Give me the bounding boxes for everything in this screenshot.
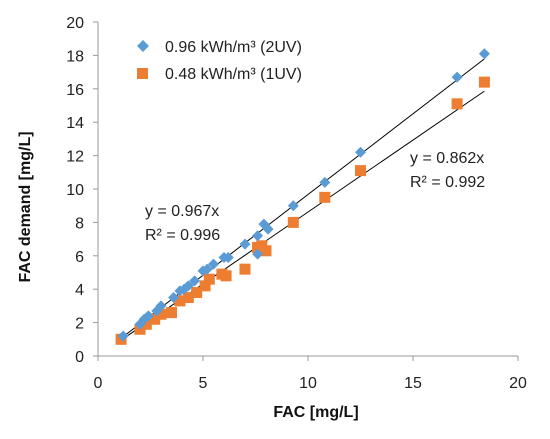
y-tick-label: 14 [66,115,84,132]
data-point-2uv [208,258,219,270]
x-tick-label: 15 [404,375,422,392]
x-tick-label: 20 [509,375,527,392]
plot-area: 0 5 10 15 20 0 2 4 6 8 10 12 14 16 18 20 [66,15,527,392]
legend-label-2uv: 0.96 kWh/m³ (2UV) [165,39,302,56]
y-tick-label: 18 [66,48,84,65]
trendline-equation-1uv: y = 0.862x [410,150,484,167]
data-point-2uv [451,71,463,83]
data-point-2uv [155,300,167,312]
x-tick-label: 0 [94,375,103,392]
data-point-2uv [142,310,154,322]
y-tick-label: 4 [75,282,84,299]
data-point-2uv [252,248,264,260]
data-point-1uv [220,270,232,282]
data-point-2uv [189,275,201,287]
data-point-2uv [117,330,129,342]
data-point-2uv [239,238,251,250]
data-point-2uv [252,230,264,242]
data-point-1uv [451,98,463,110]
trendline-r2-1uv: R² = 0.992 [410,174,485,191]
data-point-1uv [355,165,366,177]
data-point-1uv [203,273,215,285]
trendline-r2-2uv: R² = 0.996 [145,227,220,244]
data-point-1uv [174,295,186,307]
y-tick-group: 0 2 4 6 8 10 12 14 16 18 20 [66,15,98,366]
legend-marker-diamond [137,40,149,52]
y-tick-label: 8 [75,215,84,232]
y-tick-label: 10 [66,182,84,199]
y-tick-label: 0 [75,349,84,366]
trendline-equation-2uv: y = 0.967x [145,203,219,220]
data-point-group [115,48,490,345]
y-tick-label: 6 [75,249,84,266]
data-point-2uv [287,200,299,212]
data-point-2uv [201,263,213,275]
data-point-2uv [222,251,234,263]
data-point-2uv [182,280,194,292]
x-tick-label: 10 [299,375,317,392]
data-point-2uv [478,48,490,60]
data-point-1uv [191,287,203,299]
data-point-1uv [287,216,299,228]
y-tick-label: 20 [66,15,84,32]
x-tick-label: 5 [199,375,208,392]
y-tick-label: 12 [66,149,84,166]
legend: 0.96 kWh/m³ (2UV) 0.48 kWh/m³ (1UV) [137,39,302,83]
data-point-1uv [166,307,177,319]
data-point-1uv [239,263,251,275]
trendline-2uv [122,58,485,338]
y-axis-title: FAC demand [mg/L] [17,131,34,282]
y-tick-label: 16 [66,82,84,99]
data-point-1uv [319,191,331,203]
y-tick-label: 2 [75,316,84,333]
legend-marker-square [137,68,148,79]
data-point-1uv [478,76,490,88]
data-point-1uv [155,308,167,320]
data-point-1uv [260,245,272,257]
legend-label-1uv: 0.48 kWh/m³ (1UV) [165,66,302,83]
data-point-2uv [262,223,274,235]
data-point-1uv [149,313,161,325]
data-point-2uv [168,292,180,304]
data-point-1uv [140,318,152,330]
data-point-1uv [182,292,194,304]
x-tick-group: 0 5 10 15 20 [94,356,527,392]
data-point-2uv [319,176,331,188]
data-point-1uv [199,280,211,292]
data-point-2uv [355,146,366,158]
x-axis-title: FAC [mg/L] [273,404,358,421]
